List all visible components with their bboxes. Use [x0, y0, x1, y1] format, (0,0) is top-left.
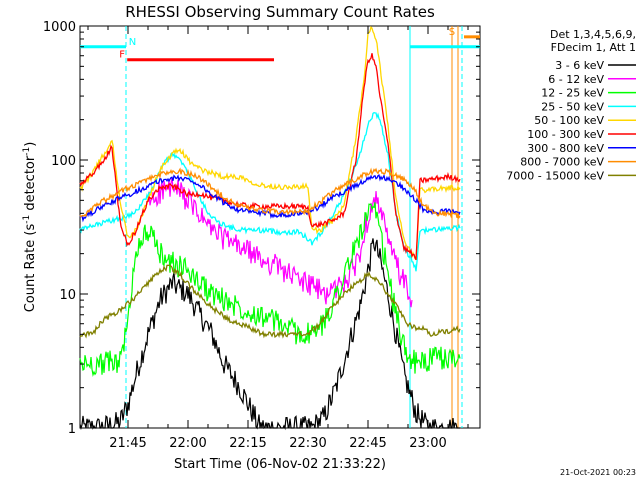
legend-label-0: 3 - 6 keV — [555, 59, 604, 72]
y-tick-label-1: 10 — [59, 288, 76, 303]
legend-label-3: 25 - 50 keV — [541, 100, 604, 113]
series-line-7 — [79, 167, 461, 219]
x-tick-label-4: 22:45 — [349, 436, 386, 451]
y-axis-label-main: Count Rate (s — [23, 224, 38, 313]
y-axis-label-sup1: -1 — [22, 215, 32, 224]
x-axis-label: Start Time (06-Nov-02 21:33:22) — [174, 457, 386, 472]
legend-label-7: 800 - 7000 keV — [520, 156, 604, 169]
legend-header-line-1: Det 1,3,4,5,6,9, — [550, 28, 636, 41]
legend-label-4: 50 - 100 keV — [534, 114, 604, 127]
x-tick-label-3: 22:30 — [289, 436, 326, 451]
series-line-4 — [79, 25, 461, 260]
y-axis-label-mid: detector — [23, 155, 38, 215]
legend-label-6: 300 - 800 keV — [527, 142, 604, 155]
x-tick-label-5: 23:00 — [409, 436, 446, 451]
y-tick-label-0: 1 — [68, 422, 76, 437]
x-axis-ticks: 21:45 22:00 22:15 22:30 22:45 23:00 — [87, 26, 469, 451]
flag-label-3: S — [449, 27, 455, 38]
series-line-8 — [79, 264, 461, 339]
legend-label-8: 7000 - 15000 keV — [506, 169, 604, 182]
flag-label-0: N — [129, 37, 136, 48]
series-line-0 — [79, 238, 460, 431]
legend: Det 1,3,4,5,6,9, FDecim 1, Att 1 3 - 6 k… — [506, 28, 636, 182]
y-axis-label-end: ) — [23, 142, 38, 147]
y-tick-label-2: 100 — [51, 154, 76, 169]
x-tick-label-2: 22:15 — [229, 436, 266, 451]
y-axis-ticks: 1 10 100 1000 — [43, 20, 480, 437]
y-axis-label: Count Rate (s-1 detector-1) — [22, 142, 38, 313]
legend-label-1: 6 - 12 keV — [548, 73, 604, 86]
plot-frame — [79, 25, 481, 429]
plot-area: NF S 1 10 100 1000 21:45 22:00 22:15 22:30 22:45… — [43, 20, 481, 451]
y-tick-label-3: 1000 — [43, 20, 76, 35]
legend-label-2: 12 - 25 keV — [541, 87, 604, 100]
legend-header-line-2: FDecim 1, Att 1 — [551, 41, 636, 54]
chart-title: RHESSI Observing Summary Count Rates — [125, 3, 435, 21]
series-line-5 — [79, 53, 461, 261]
series-line-1 — [147, 177, 413, 308]
footer-timestamp: 21-Oct-2021 00:23 — [560, 468, 636, 477]
flag-bars: NF S — [80, 27, 480, 62]
flag-label-2: F — [119, 50, 125, 61]
x-tick-label-1: 22:00 — [169, 436, 206, 451]
series-layer — [79, 25, 461, 431]
x-tick-label-0: 21:45 — [109, 436, 146, 451]
series-line-2 — [79, 202, 461, 377]
y-axis-label-sup2: -1 — [22, 147, 32, 156]
legend-label-5: 100 - 300 keV — [527, 128, 604, 141]
